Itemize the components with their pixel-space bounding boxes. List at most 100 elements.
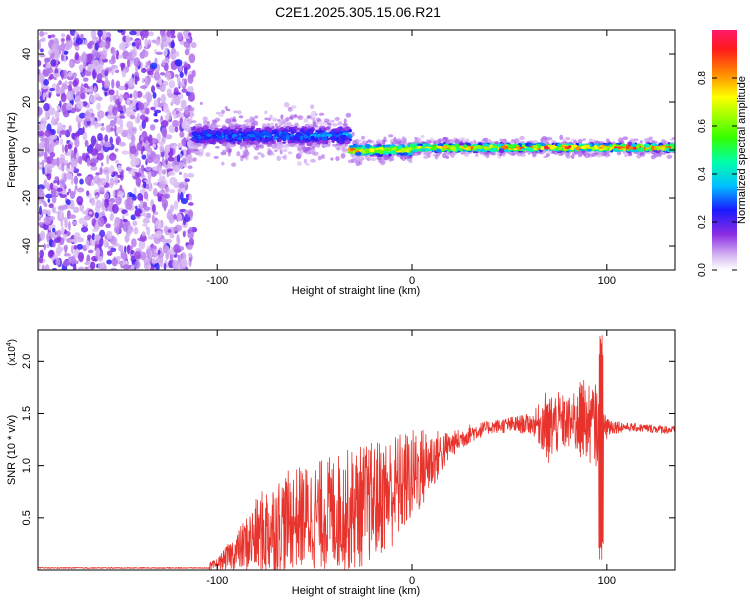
- spectrogram-noise-blob: [169, 233, 175, 239]
- spectrogram-band-cell: [253, 140, 259, 146]
- spectrogram-band-cell: [243, 141, 248, 144]
- spectrogram-noise-blob: [100, 126, 105, 131]
- spectrogram-noise-blob: [183, 136, 187, 147]
- spectrogram-halo: [220, 151, 227, 156]
- spectrogram-noise-blob: [91, 218, 97, 227]
- spectrogram-halo: [639, 140, 643, 143]
- spectrogram-band-cell: [400, 148, 407, 153]
- spectrogram-noise-blob: [64, 159, 69, 164]
- spectrogram-halo: [644, 137, 650, 142]
- spectrogram-halo: [206, 120, 211, 127]
- spectrogram-noise-blob: [86, 190, 90, 196]
- spectrogram-noise-blob: [41, 159, 45, 169]
- spectrogram-noise-blob: [84, 111, 92, 122]
- spectrogram-halo: [624, 154, 628, 157]
- spectrogram-band-cell: [217, 135, 222, 140]
- spectrogram-halo: [622, 136, 629, 141]
- spectrogram-noise-blob: [118, 141, 126, 147]
- spectrogram-band-cell: [274, 123, 278, 128]
- spectrogram-noise-blob: [187, 229, 191, 234]
- spectrogram-noise-blob: [121, 150, 130, 155]
- spectrogram-noise-blob: [162, 128, 167, 138]
- spectrogram-noise-blob: [63, 244, 69, 251]
- spectrogram-band-cell: [271, 125, 275, 131]
- spectrogram-band-cell: [280, 132, 286, 138]
- spectrogram-noise-blob: [114, 132, 118, 137]
- spectrogram-noise-blob: [142, 102, 148, 109]
- spectrogram-halo: [276, 146, 281, 151]
- spectrogram-noise-blob: [186, 120, 190, 131]
- spectrogram-noise-blob: [147, 60, 152, 66]
- spectrogram-band-cell: [210, 130, 217, 135]
- spectrogram-band-cell: [483, 147, 490, 151]
- spectrogram-halo: [238, 115, 244, 119]
- spectrogram-band-cell: [304, 126, 308, 131]
- spectrogram-noise-blob: [116, 174, 123, 179]
- spectrogram-noise-blob: [49, 151, 56, 158]
- spectrogram-noise-blob: [38, 200, 42, 205]
- spectrogram-noise-blob: [88, 40, 95, 46]
- spectrogram-band-cell: [214, 127, 220, 131]
- spectrogram-noise-blob: [176, 213, 183, 222]
- spectrogram-noise-blob: [123, 245, 127, 254]
- spectrogram-noise-blob: [161, 198, 169, 209]
- spectrogram-band-cell: [218, 128, 224, 133]
- spectrogram-noise-blob: [51, 158, 59, 166]
- spectrogram-noise-blob: [39, 122, 47, 132]
- spectrogram-band-cell: [227, 133, 233, 139]
- spectrogram-noise-blob: [187, 173, 195, 178]
- spectrogram-noise-blob: [64, 80, 68, 85]
- spectrogram-halo: [314, 112, 318, 117]
- spectrogram-noise-blob: [87, 234, 92, 240]
- spectrogram-noise-blob: [59, 138, 64, 146]
- spectrogram-noise-blob: [76, 91, 81, 96]
- spectrogram-noise-blob: [106, 242, 109, 248]
- spectrogram-noise-blob: [70, 158, 75, 167]
- spectrogram-halo: [475, 153, 479, 157]
- spectrogram-band-cell: [206, 134, 212, 137]
- spectrogram-plot-area: [38, 30, 675, 270]
- spectrogram-noise-blob: [39, 53, 46, 58]
- spectrogram-noise-blob: [50, 128, 56, 136]
- spectrogram-noise-blob: [114, 159, 119, 164]
- spectrogram-noise-blob: [51, 42, 59, 53]
- spectrogram-noise-blob: [79, 112, 87, 119]
- spectrogram-noise-blob: [150, 265, 155, 270]
- spectrogram-band-cell: [243, 133, 247, 137]
- spectrogram-band-cell: [603, 146, 608, 151]
- spectrogram-band-cell: [229, 125, 236, 130]
- spectrogram-band-cell: [384, 144, 390, 148]
- spectrogram-noise-blob: [51, 115, 55, 123]
- spectrogram-noise-blob: [72, 79, 78, 88]
- spectrogram-noise-blob: [119, 110, 124, 114]
- spectrogram-halo: [414, 137, 418, 140]
- spectrogram-noise-blob: [44, 140, 50, 151]
- spectrogram-noise-blob: [76, 173, 82, 177]
- spectrogram-noise-blob: [38, 160, 41, 169]
- spectrogram-halo: [293, 114, 297, 119]
- spectrogram-halo: [401, 136, 406, 142]
- spectrogram-halo: [202, 144, 206, 150]
- spectrogram-noise-blob: [57, 205, 65, 211]
- spectrogram-band-cell: [346, 126, 350, 129]
- spectrogram-noise-blob: [121, 94, 129, 99]
- spectrogram-halo: [420, 135, 425, 138]
- spectrogram-noise-blob: [177, 142, 183, 148]
- spectrogram-noise-blob: [142, 223, 148, 227]
- spectrogram-noise-blob: [181, 121, 187, 130]
- spectrogram-band-cell: [364, 143, 371, 149]
- spectrogram-halo: [243, 120, 248, 123]
- spectrogram-noise-blob: [38, 188, 44, 198]
- spectrogram-noise-blob: [39, 249, 45, 259]
- spectrogram-noise-blob: [77, 266, 85, 270]
- spectrogram-noise-blob: [97, 132, 103, 142]
- spectrogram-band-cell: [400, 153, 406, 156]
- spectrogram-noise-blob: [108, 89, 115, 96]
- spectrogram-noise-blob: [154, 230, 162, 239]
- spectrogram-noise-blob: [145, 166, 152, 172]
- spectrogram-halo: [666, 154, 673, 159]
- spectrogram-noise-blob: [103, 32, 107, 39]
- spectrogram-noise-blob: [97, 112, 104, 117]
- spectrogram-noise-blob: [140, 136, 144, 142]
- spectrogram-noise-blob: [100, 41, 107, 48]
